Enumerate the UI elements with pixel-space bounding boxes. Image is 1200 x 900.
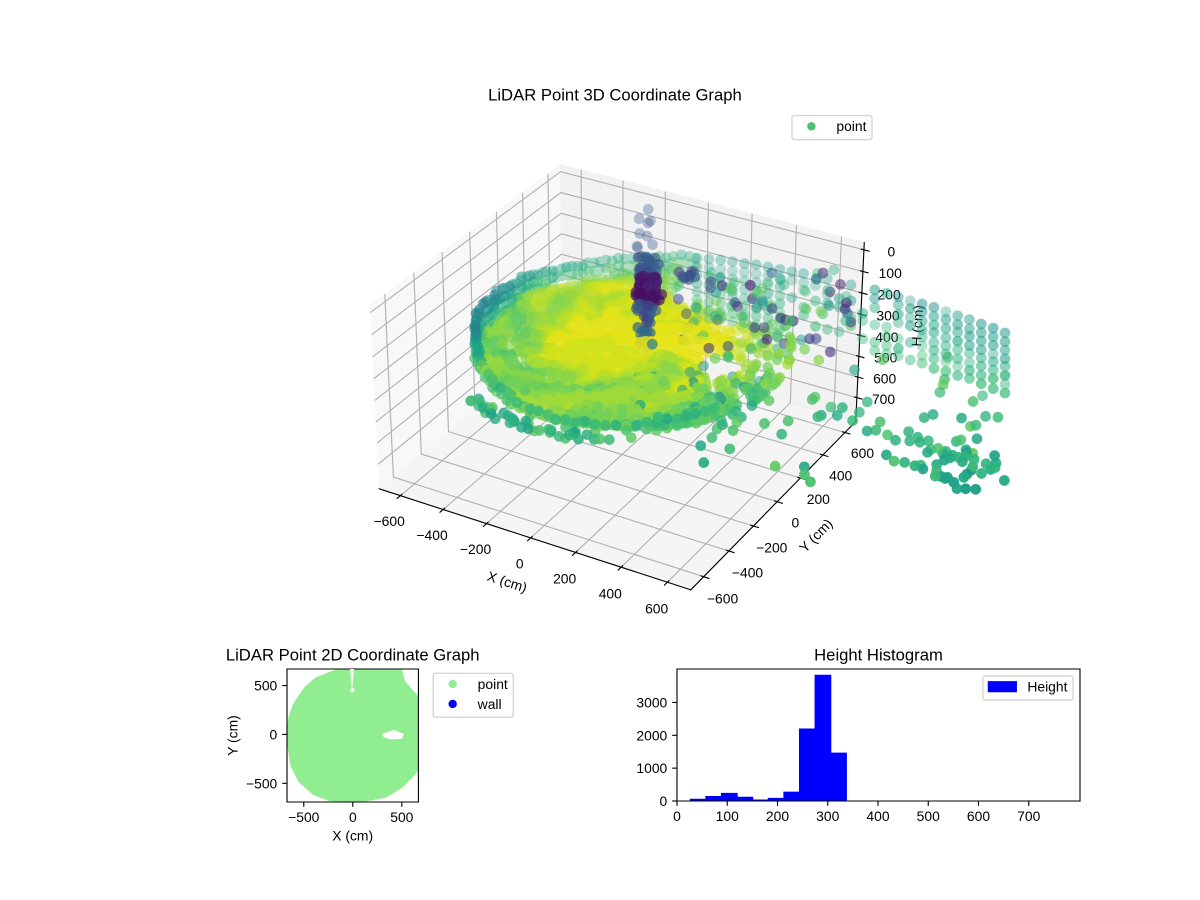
- svg-text:0: 0: [270, 726, 278, 742]
- svg-text:600: 600: [873, 370, 896, 386]
- svg-text:−600: −600: [374, 513, 406, 529]
- svg-text:100: 100: [716, 808, 739, 824]
- svg-text:0: 0: [660, 793, 668, 809]
- svg-text:−600: −600: [707, 590, 739, 606]
- svg-text:600: 600: [967, 808, 990, 824]
- svg-text:200: 200: [878, 286, 901, 302]
- svg-text:−400: −400: [732, 565, 764, 581]
- svg-text:−200: −200: [460, 541, 492, 557]
- svg-text:700: 700: [1017, 808, 1040, 824]
- svg-text:Y (cm): Y (cm): [225, 715, 241, 756]
- svg-text:LiDAR Point 3D Coordinate Grap: LiDAR Point 3D Coordinate Graph: [488, 85, 742, 104]
- svg-text:300: 300: [816, 808, 839, 824]
- svg-text:200: 200: [807, 491, 830, 507]
- svg-text:−200: −200: [756, 539, 788, 555]
- svg-text:3000: 3000: [636, 695, 667, 711]
- svg-text:1000: 1000: [636, 760, 667, 776]
- svg-text:500: 500: [254, 678, 277, 694]
- svg-text:400: 400: [875, 329, 898, 345]
- svg-text:400: 400: [829, 468, 852, 484]
- svg-text:2000: 2000: [636, 727, 667, 743]
- svg-text:−400: −400: [416, 527, 448, 543]
- svg-text:100: 100: [879, 265, 902, 281]
- svg-text:Height: Height: [1027, 679, 1067, 695]
- svg-text:400: 400: [599, 585, 622, 601]
- svg-text:500: 500: [917, 808, 940, 824]
- svg-text:−500: −500: [246, 775, 278, 791]
- svg-text:400: 400: [866, 808, 889, 824]
- svg-text:200: 200: [766, 808, 789, 824]
- svg-text:600: 600: [645, 601, 668, 617]
- svg-text:Height Histogram: Height Histogram: [814, 646, 943, 665]
- svg-text:0: 0: [673, 808, 681, 824]
- svg-text:500: 500: [390, 809, 413, 825]
- svg-text:0: 0: [888, 243, 896, 259]
- svg-text:0: 0: [349, 809, 357, 825]
- svg-text:point: point: [836, 118, 866, 134]
- svg-text:X (cm): X (cm): [332, 827, 373, 843]
- svg-text:−500: −500: [288, 809, 320, 825]
- svg-text:700: 700: [872, 391, 895, 407]
- svg-text:200: 200: [553, 570, 576, 586]
- svg-text:0: 0: [516, 556, 524, 572]
- svg-text:600: 600: [851, 445, 874, 461]
- svg-text:0: 0: [792, 515, 800, 531]
- svg-text:point: point: [478, 676, 508, 692]
- svg-text:wall: wall: [477, 696, 502, 712]
- svg-text:LiDAR Point 2D Coordinate Grap: LiDAR Point 2D Coordinate Graph: [226, 646, 480, 665]
